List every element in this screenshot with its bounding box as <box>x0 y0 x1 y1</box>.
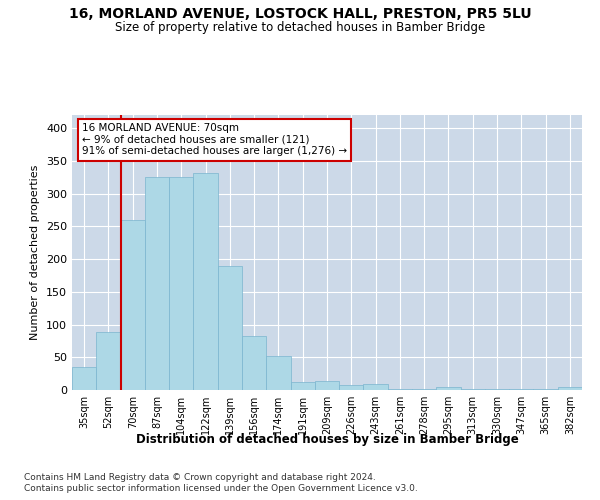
Text: Contains public sector information licensed under the Open Government Licence v3: Contains public sector information licen… <box>24 484 418 493</box>
Y-axis label: Number of detached properties: Number of detached properties <box>31 165 40 340</box>
Bar <box>193 172 218 390</box>
Bar <box>145 177 169 390</box>
Bar <box>485 388 509 390</box>
Text: Size of property relative to detached houses in Bamber Bridge: Size of property relative to detached ho… <box>115 21 485 34</box>
Bar <box>121 220 145 390</box>
Bar <box>266 356 290 390</box>
Bar <box>558 388 582 390</box>
Text: 16 MORLAND AVENUE: 70sqm
← 9% of detached houses are smaller (121)
91% of semi-d: 16 MORLAND AVENUE: 70sqm ← 9% of detache… <box>82 123 347 156</box>
Bar <box>72 367 96 390</box>
Bar <box>290 382 315 390</box>
Text: Contains HM Land Registry data © Crown copyright and database right 2024.: Contains HM Land Registry data © Crown c… <box>24 472 376 482</box>
Bar <box>96 332 121 390</box>
Bar <box>436 386 461 390</box>
Bar <box>339 386 364 390</box>
Bar <box>364 384 388 390</box>
Text: Distribution of detached houses by size in Bamber Bridge: Distribution of detached houses by size … <box>136 432 518 446</box>
Bar <box>242 336 266 390</box>
Bar <box>169 177 193 390</box>
Bar <box>218 266 242 390</box>
Text: 16, MORLAND AVENUE, LOSTOCK HALL, PRESTON, PR5 5LU: 16, MORLAND AVENUE, LOSTOCK HALL, PRESTO… <box>68 8 532 22</box>
Bar <box>315 382 339 390</box>
